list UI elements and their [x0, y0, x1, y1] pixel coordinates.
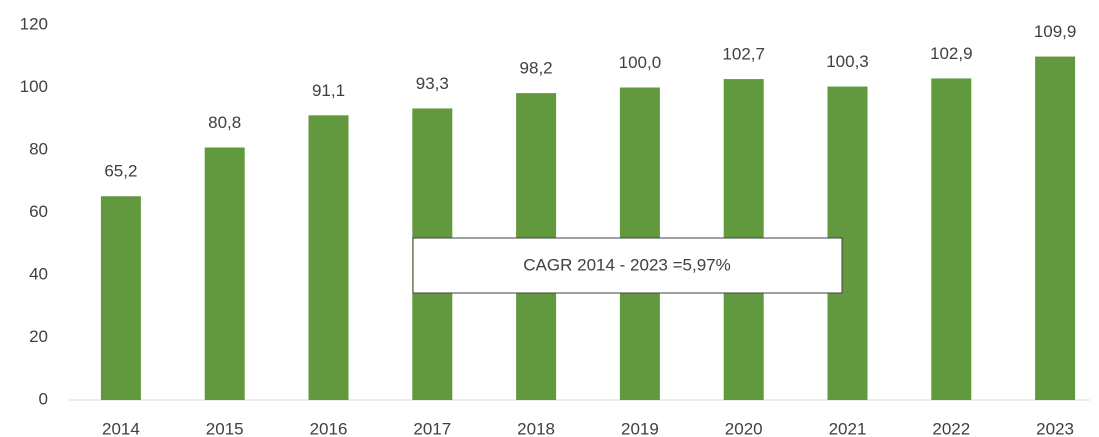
y-tick-label: 120 — [20, 14, 48, 33]
bar — [204, 147, 245, 400]
x-tick-label: 2015 — [206, 419, 244, 437]
y-tick-label: 40 — [29, 264, 48, 283]
y-tick-label: 100 — [20, 77, 48, 96]
value-label: 93,3 — [416, 74, 449, 93]
x-tick-label: 2017 — [413, 419, 451, 437]
x-tick-label: 2019 — [621, 419, 659, 437]
x-tick-label: 2014 — [102, 419, 140, 437]
bar — [308, 115, 349, 400]
x-tick-label: 2016 — [310, 419, 348, 437]
x-tick-label: 2023 — [1036, 419, 1074, 437]
value-label: 102,7 — [722, 45, 765, 64]
y-tick-label: 20 — [29, 327, 48, 346]
annotation-box — [412, 237, 843, 294]
value-label: 65,2 — [104, 162, 137, 181]
value-label: 80,8 — [208, 113, 241, 132]
y-tick-label: 0 — [39, 389, 48, 408]
x-tick-label: 2021 — [829, 419, 867, 437]
value-label: 100,3 — [826, 52, 869, 71]
value-label: 109,9 — [1034, 22, 1077, 41]
value-label: 100,0 — [619, 53, 662, 72]
value-label: 102,9 — [930, 44, 973, 63]
value-label: 98,2 — [520, 59, 553, 78]
annotation: CAGR 2014 - 2023 =5,97% — [523, 255, 730, 274]
bar — [100, 196, 141, 400]
bar — [931, 78, 972, 400]
x-tick-label: 2020 — [725, 419, 763, 437]
y-tick-label: 80 — [29, 139, 48, 158]
y-tick-label: 60 — [29, 202, 48, 221]
x-tick-label: 2018 — [517, 419, 555, 437]
bar — [1035, 56, 1076, 400]
x-tick-label: 2022 — [932, 419, 970, 437]
value-label: 91,1 — [312, 81, 345, 100]
